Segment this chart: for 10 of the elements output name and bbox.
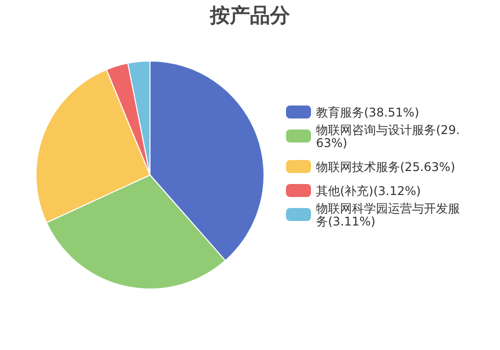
legend-label: 物联网咨询与设计服务(29.63%) bbox=[316, 123, 460, 150]
chart-title: 按产品分 bbox=[209, 3, 291, 27]
pie-slice bbox=[46, 174, 226, 290]
pie-slice bbox=[36, 69, 150, 224]
pie-slice bbox=[106, 62, 150, 176]
legend-label: 其他(补充)(3.12%) bbox=[316, 184, 421, 198]
legend-label: 物联网技术服务(25.63%) bbox=[316, 160, 456, 174]
pie-slice bbox=[150, 60, 264, 262]
legend-label: 物联网科学园运营与开发服务(3.11%) bbox=[316, 202, 460, 228]
legend-label: 教育服务(38.51%) bbox=[316, 106, 420, 120]
